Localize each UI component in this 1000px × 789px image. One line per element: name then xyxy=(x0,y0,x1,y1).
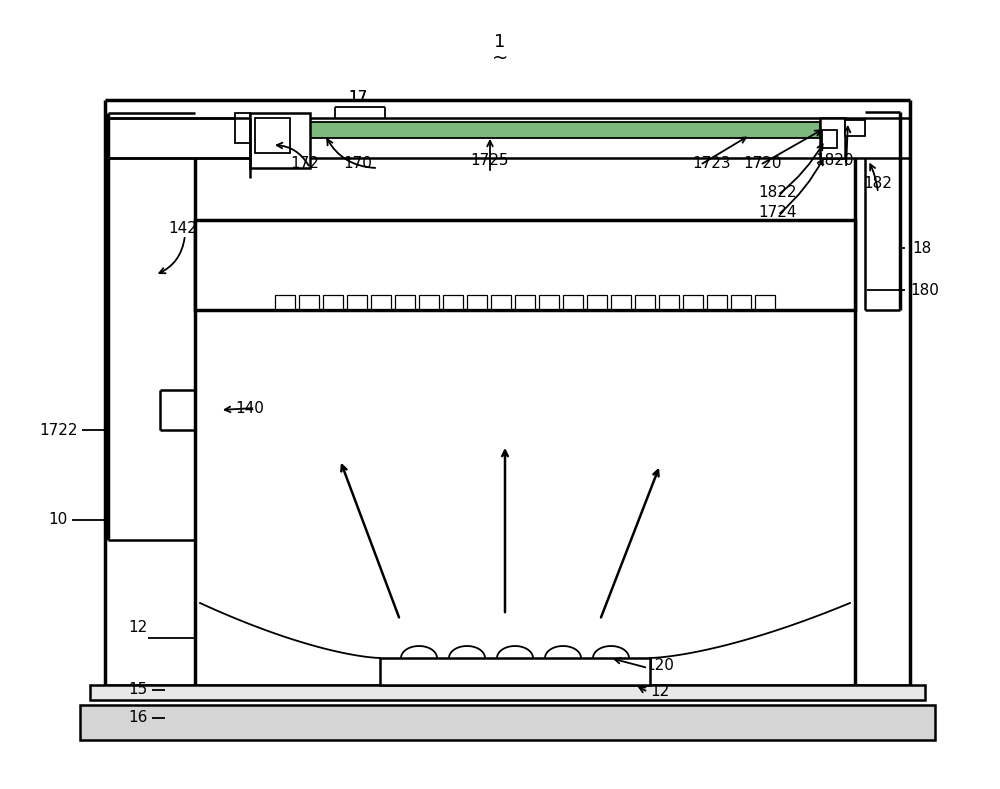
Bar xyxy=(419,295,439,309)
Bar xyxy=(683,295,703,309)
Text: 18: 18 xyxy=(912,241,931,256)
Text: 182: 182 xyxy=(864,175,892,190)
Text: 142: 142 xyxy=(169,220,197,235)
Text: 1822: 1822 xyxy=(759,185,797,200)
Bar xyxy=(310,122,820,138)
Bar xyxy=(80,705,935,740)
Bar xyxy=(659,295,679,309)
Bar xyxy=(371,295,391,309)
Bar xyxy=(491,295,511,309)
Bar xyxy=(820,118,845,158)
Text: 140: 140 xyxy=(236,401,264,416)
Bar xyxy=(255,118,290,153)
Bar xyxy=(275,295,295,309)
Bar xyxy=(443,295,463,309)
Bar xyxy=(635,295,655,309)
Bar xyxy=(539,295,559,309)
Text: 1722: 1722 xyxy=(40,422,78,437)
Bar xyxy=(755,295,775,309)
Bar xyxy=(822,130,837,148)
Bar xyxy=(395,295,415,309)
Bar xyxy=(731,295,751,309)
Text: 1: 1 xyxy=(494,33,506,51)
Text: 12: 12 xyxy=(129,620,148,635)
Bar xyxy=(235,113,250,143)
Bar xyxy=(380,658,650,685)
Text: ~: ~ xyxy=(492,48,508,68)
Text: 1723: 1723 xyxy=(693,155,731,170)
Text: 16: 16 xyxy=(129,711,148,726)
Text: 17: 17 xyxy=(348,89,368,104)
Text: 12: 12 xyxy=(650,685,670,700)
Text: 170: 170 xyxy=(344,155,372,170)
Bar xyxy=(323,295,343,309)
Bar xyxy=(563,295,583,309)
Bar xyxy=(195,220,855,310)
Bar xyxy=(587,295,607,309)
Text: 1724: 1724 xyxy=(759,204,797,219)
Bar xyxy=(90,685,925,700)
Text: 1720: 1720 xyxy=(744,155,782,170)
Bar xyxy=(299,295,319,309)
Text: 172: 172 xyxy=(291,155,319,170)
Bar xyxy=(611,295,631,309)
Text: 120: 120 xyxy=(646,657,674,672)
Bar xyxy=(250,113,310,168)
Bar xyxy=(515,295,535,309)
Text: 1725: 1725 xyxy=(471,152,509,167)
Text: 10: 10 xyxy=(49,513,68,528)
Text: 17: 17 xyxy=(348,89,368,104)
Bar xyxy=(347,295,367,309)
Bar xyxy=(845,120,865,136)
Bar xyxy=(467,295,487,309)
Text: 1820: 1820 xyxy=(816,152,854,167)
Bar xyxy=(707,295,727,309)
Text: 180: 180 xyxy=(910,282,939,297)
Text: 15: 15 xyxy=(129,682,148,697)
